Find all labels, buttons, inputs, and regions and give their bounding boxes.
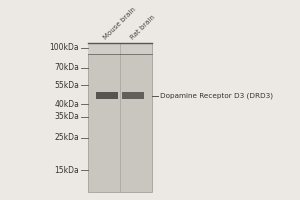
Text: Mouse brain: Mouse brain xyxy=(103,6,137,41)
Text: 15kDa: 15kDa xyxy=(54,166,79,175)
Bar xyxy=(122,92,144,99)
Text: Rat brain: Rat brain xyxy=(129,14,156,41)
Text: 100kDa: 100kDa xyxy=(50,43,79,52)
Text: 35kDa: 35kDa xyxy=(54,112,79,121)
Text: Dopamine Receptor D3 (DRD3): Dopamine Receptor D3 (DRD3) xyxy=(160,92,273,99)
Text: 40kDa: 40kDa xyxy=(54,100,79,109)
Text: 70kDa: 70kDa xyxy=(54,63,79,72)
Bar xyxy=(88,43,152,192)
Bar xyxy=(96,92,118,99)
Text: 25kDa: 25kDa xyxy=(54,133,79,142)
Text: 55kDa: 55kDa xyxy=(54,81,79,90)
Bar xyxy=(88,43,152,54)
